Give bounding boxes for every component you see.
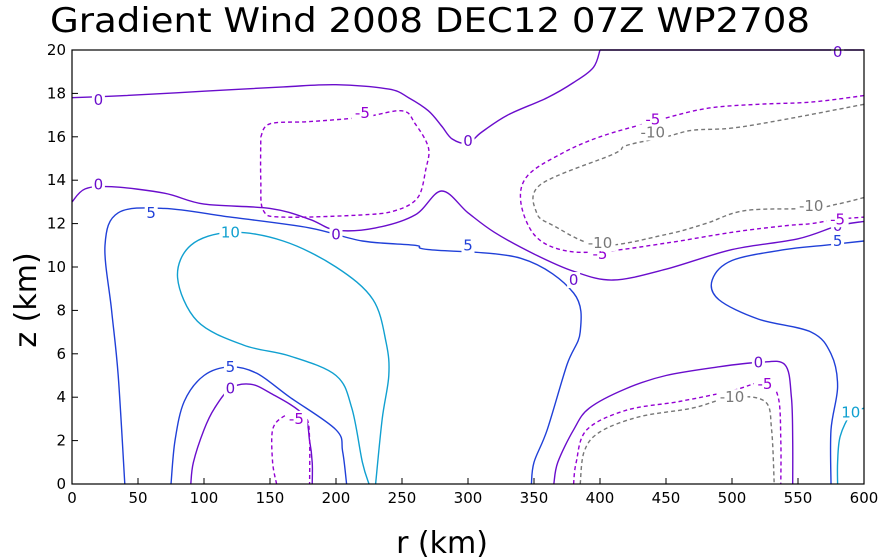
- x-tick-label: 300: [454, 489, 483, 507]
- contour-label: 5: [146, 204, 156, 222]
- contour-label-background: [831, 44, 845, 61]
- y-tick-label: 14: [47, 171, 66, 189]
- y-tick-label: 2: [56, 432, 66, 450]
- contour-line-neg5: [259, 109, 430, 218]
- contour-label-background: [91, 91, 105, 108]
- contour-label: -10: [588, 234, 613, 252]
- contour-line-neg10: [532, 103, 865, 247]
- y-tick-label: 16: [47, 128, 66, 146]
- contour-label: 0: [569, 271, 579, 289]
- contour-label: -10: [641, 123, 666, 141]
- x-tick-label: 600: [850, 489, 879, 507]
- contour-line-5: [170, 366, 348, 485]
- contour-line-0: [71, 185, 865, 281]
- x-tick-label: 350: [520, 489, 549, 507]
- x-tick-label: 450: [652, 489, 681, 507]
- contour-label: -5: [645, 110, 660, 128]
- contour-line-0: [71, 49, 601, 145]
- contour-label-background: [567, 272, 581, 289]
- contour-line-10: [176, 231, 390, 485]
- contour-label-background: [751, 354, 765, 371]
- contour-label-background: [219, 224, 242, 241]
- y-tick-label: 20: [47, 41, 66, 59]
- x-tick-label: 500: [718, 489, 747, 507]
- y-tick-label: 6: [56, 345, 66, 363]
- contour-label-background: [144, 204, 158, 221]
- contour-layer: [71, 49, 865, 485]
- contour-label: 0: [94, 176, 104, 194]
- contour-label-background: [826, 211, 849, 228]
- contour-label-background: [584, 235, 616, 252]
- contour-label-background: [795, 198, 827, 215]
- y-tick-label: 8: [56, 301, 66, 319]
- y-tick-label: 0: [56, 475, 66, 493]
- contour-label-background: [351, 104, 374, 121]
- x-tick-label: 400: [586, 489, 615, 507]
- contour-label: -5: [289, 410, 304, 428]
- y-axis-label: z (km): [9, 252, 44, 347]
- contour-label-background: [285, 410, 308, 427]
- x-tick-label: 50: [128, 489, 147, 507]
- contour-line-neg10: [579, 395, 775, 485]
- contour-label-background: [461, 237, 475, 254]
- y-tick-label: 10: [47, 258, 66, 276]
- chart-title: Gradient Wind 2008 DEC12 07Z WP2708: [50, 1, 810, 41]
- contour-label-background: [223, 358, 237, 375]
- contour-label: 0: [833, 43, 843, 61]
- contour-label-background: [716, 389, 748, 406]
- contour-label: 5: [226, 358, 236, 376]
- y-tick-label: 18: [47, 84, 66, 102]
- contour-label: 0: [463, 132, 473, 150]
- contour-label: 5: [463, 236, 473, 254]
- contour-label-background: [831, 232, 845, 249]
- contour-line-5: [104, 207, 582, 485]
- contour-label-background: [461, 133, 475, 150]
- contour-label-background: [641, 111, 664, 128]
- contour-label: 5: [833, 232, 843, 250]
- x-tick-label: 550: [784, 489, 813, 507]
- contour-label: -5: [758, 375, 773, 393]
- contour-label-background: [223, 380, 237, 397]
- contour-line-5: [710, 240, 865, 485]
- contour-label: -5: [355, 104, 370, 122]
- contour-label: 0: [754, 353, 764, 371]
- contour-line-0: [553, 360, 794, 485]
- contour-label-background: [637, 124, 669, 141]
- contour-label-background: [839, 404, 862, 421]
- contour-line-neg5: [519, 94, 865, 254]
- contour-label: -10: [799, 197, 824, 215]
- contour-label: 10: [841, 403, 860, 421]
- axes: 0 50 100 150 200 250 300 350 400 450 500 550 6000246…: [47, 41, 878, 507]
- contour-label: 0: [331, 225, 341, 243]
- contour-label-background: [91, 176, 105, 193]
- plot-frame: [71, 49, 865, 485]
- contour-label-background: [329, 226, 343, 243]
- x-tick-label: 150: [256, 489, 285, 507]
- contour-label: -10: [720, 388, 745, 406]
- contour-label: 0: [94, 91, 104, 109]
- contour-label-layer: 00000000055551010-5-5-5-5-5-5-10-10-10-1…: [91, 43, 862, 428]
- x-tick-label: 200: [322, 489, 351, 507]
- y-tick-label: 4: [56, 388, 66, 406]
- x-tick-label: 250: [388, 489, 417, 507]
- contour-label: 0: [226, 380, 236, 398]
- contour-line-neg5: [572, 381, 782, 485]
- contour-label: 10: [221, 223, 240, 241]
- contour-label-background: [754, 376, 776, 393]
- x-tick-label: 0: [67, 489, 77, 507]
- contour-line-0: [190, 383, 314, 485]
- x-tick-label: 100: [190, 489, 219, 507]
- x-axis-label: r (km): [396, 526, 488, 559]
- y-tick-label: 12: [47, 215, 66, 233]
- contour-label: -5: [830, 210, 845, 228]
